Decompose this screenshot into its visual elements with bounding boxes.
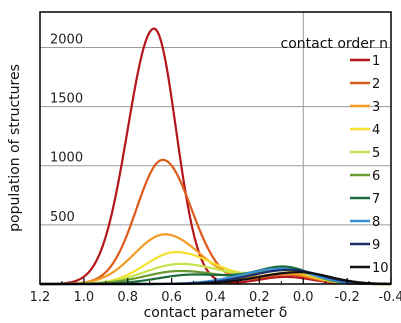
legend-label-10: 10 (372, 261, 389, 276)
y-tick-label: 1500 (50, 92, 83, 107)
x-tick-label: 0.8 (117, 290, 138, 305)
legend-label-4: 4 (372, 123, 380, 138)
x-tick-label: 0.2 (249, 290, 270, 305)
legend-title: contact order n (281, 36, 389, 52)
series-lines (39, 27, 392, 286)
legend-label-7: 7 (372, 192, 380, 207)
y-tick-label: 1000 (50, 151, 83, 166)
y-tick-label: 500 (50, 210, 75, 225)
x-tick-label: 0.0 (293, 290, 314, 305)
x-tick-label: 0.6 (161, 290, 182, 305)
x-tick-label: 0.4 (205, 290, 226, 305)
legend: contact order n 1 2 3 4 5 6 7 8 9 10 (281, 36, 389, 276)
legend-label-1: 1 (372, 54, 380, 69)
grid (40, 12, 391, 284)
plot-frame (39, 11, 392, 285)
legend-label-9: 9 (372, 238, 380, 253)
x-tick-label: -0.2 (334, 290, 359, 305)
legend-label-5: 5 (372, 146, 380, 161)
x-tick-label: 1.2 (30, 290, 51, 305)
y-axis-label: population of structures (7, 64, 23, 232)
legend-label-8: 8 (372, 215, 380, 230)
series-line-1 (39, 27, 391, 286)
y-tick-label: 2000 (50, 32, 83, 47)
x-axis-label: contact parameter δ (144, 305, 288, 321)
x-tick-label: -0.4 (378, 290, 401, 305)
tick-labels: 500 1000 1500 2000 1.2 1.0 0.8 0.6 0.4 0.2 0.0 -0.2… (30, 32, 401, 305)
legend-label-2: 2 (372, 77, 380, 92)
legend-label-6: 6 (372, 169, 380, 184)
x-tick-label: 1.0 (74, 290, 95, 305)
legend-label-3: 3 (372, 100, 380, 115)
